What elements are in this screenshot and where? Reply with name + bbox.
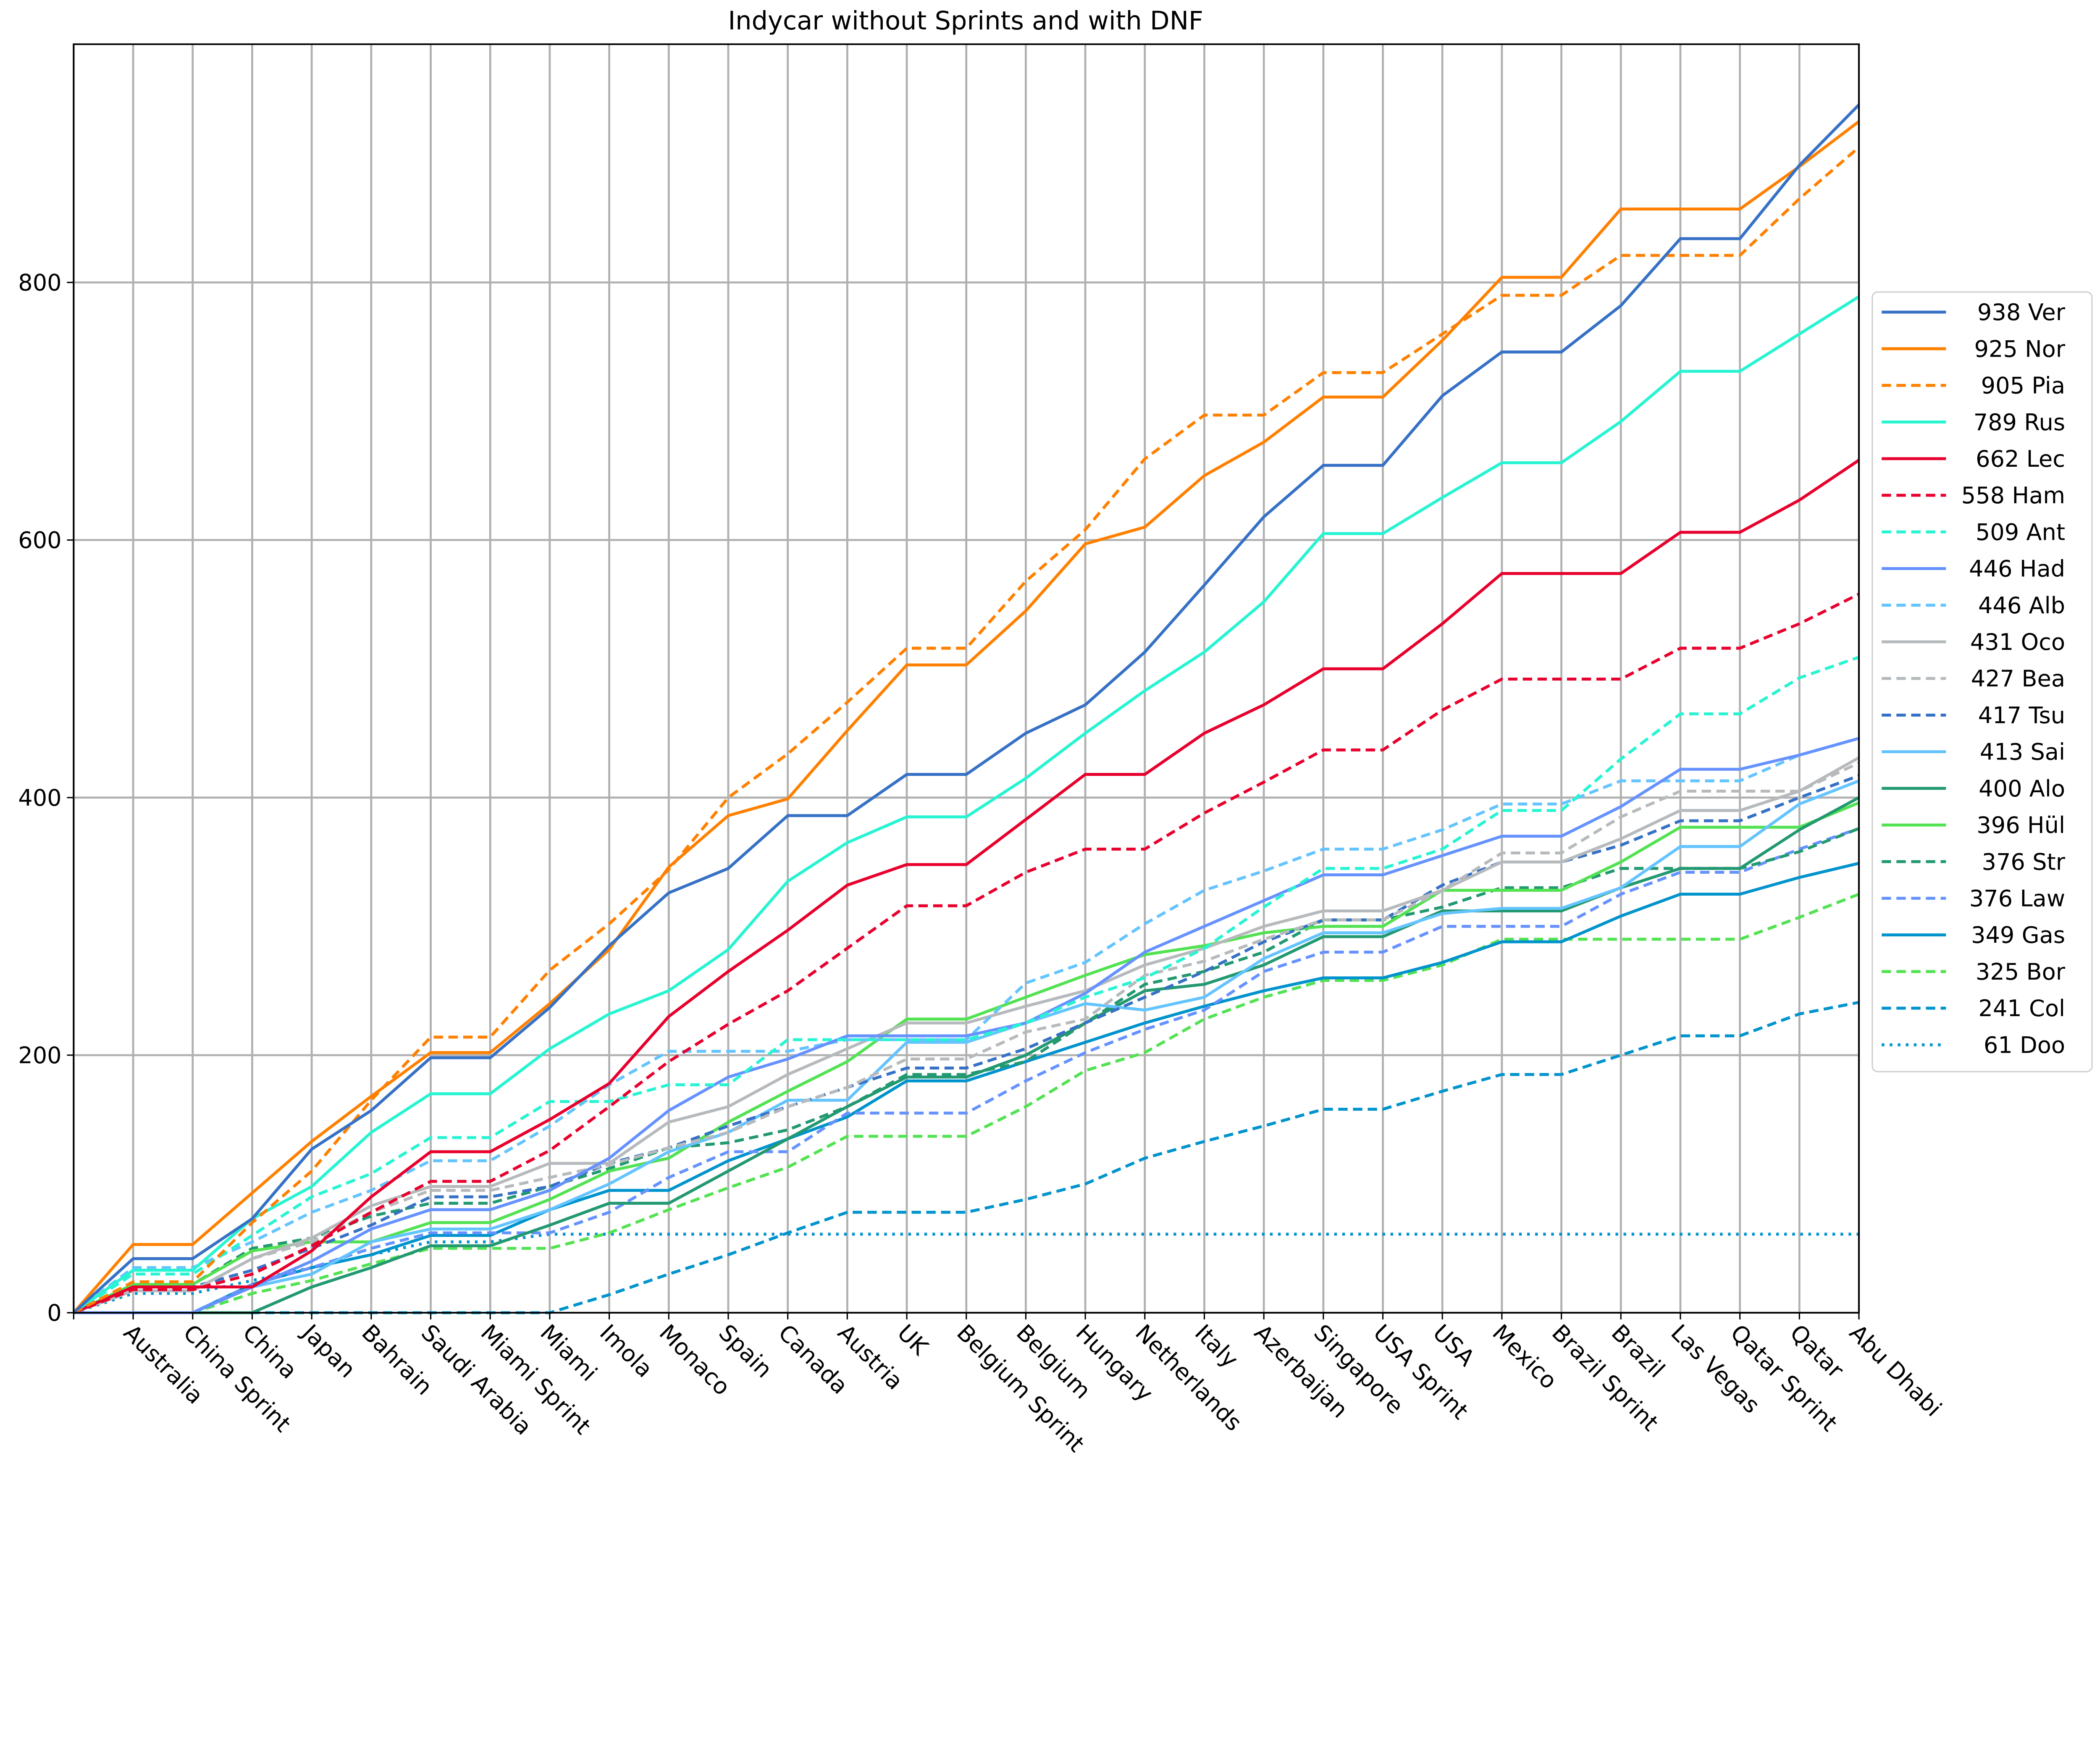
y-axis: 0 200 400 600 800 bbox=[18, 270, 74, 1326]
legend-label: 662 Lec bbox=[1976, 446, 2065, 472]
series-line-nor bbox=[72, 120, 1860, 1314]
legend-label: 509 Ant bbox=[1976, 519, 2065, 545]
legend-label: 925 Nor bbox=[1974, 336, 2065, 362]
series-line-lec bbox=[73, 459, 1860, 1314]
series-line-tsu bbox=[73, 774, 1860, 1314]
series-line-oco bbox=[73, 756, 1860, 1314]
legend: 938 Ver 925 Nor 905 Pia 789 Rus 662 Lec 558 H… bbox=[1872, 291, 2093, 1072]
legend-label: 417 Tsu bbox=[1978, 702, 2065, 728]
series-lines bbox=[72, 103, 1860, 1314]
series-line-ham bbox=[73, 593, 1860, 1314]
series-line-rus bbox=[73, 295, 1860, 1314]
series-line-bea bbox=[73, 761, 1860, 1314]
line-chart: Indycar without Sprints and with DNF Aus… bbox=[0, 0, 2100, 1486]
series-line-alb bbox=[73, 737, 1859, 1314]
series-line-doo bbox=[73, 1232, 1859, 1314]
series-line-pia bbox=[73, 146, 1860, 1314]
chart-title: Indycar without Sprints and with DNF bbox=[728, 6, 1203, 36]
legend-label: 349 Gas bbox=[1971, 922, 2065, 949]
y-tick-label: 200 bbox=[18, 1042, 61, 1069]
legend-label: 400 Alo bbox=[1979, 775, 2065, 802]
series-line-sai bbox=[74, 779, 1860, 1314]
y-tick-label: 0 bbox=[47, 1300, 61, 1326]
legend-label: 558 Ham bbox=[1961, 482, 2065, 509]
legend-label: 446 Alb bbox=[1978, 592, 2065, 619]
legend-label: 789 Rus bbox=[1974, 409, 2065, 436]
legend-label: 396 Hül bbox=[1977, 812, 2065, 838]
legend-label: 446 Had bbox=[1969, 556, 2065, 582]
y-tick-label: 400 bbox=[18, 785, 61, 811]
legend-label: 938 Ver bbox=[1977, 299, 2066, 326]
legend-label: 61 Doo bbox=[1984, 1032, 2065, 1058]
legend-label: 376 Law bbox=[1969, 886, 2065, 912]
legend-label: 376 Str bbox=[1982, 849, 2065, 875]
legend-label: 427 Bea bbox=[1971, 665, 2065, 692]
legend-label: 241 Col bbox=[1978, 995, 2065, 1022]
legend-box bbox=[1872, 291, 2093, 1072]
series-line-had bbox=[74, 737, 1859, 1314]
series-line-alo bbox=[74, 796, 1860, 1314]
legend-label: 325 Bor bbox=[1976, 959, 2066, 985]
legend-label: 413 Sai bbox=[1980, 739, 2065, 765]
legend-label: 431 Oco bbox=[1970, 629, 2065, 655]
series-line-bor bbox=[74, 893, 1860, 1314]
background bbox=[0, 0, 2100, 1486]
series-line-gas bbox=[74, 862, 1859, 1314]
y-tick-label: 800 bbox=[18, 270, 61, 296]
series-line-law bbox=[74, 827, 1860, 1314]
y-tick-label: 600 bbox=[18, 527, 61, 554]
series-line-ver bbox=[73, 103, 1860, 1314]
legend-label: 905 Pia bbox=[1981, 373, 2065, 399]
